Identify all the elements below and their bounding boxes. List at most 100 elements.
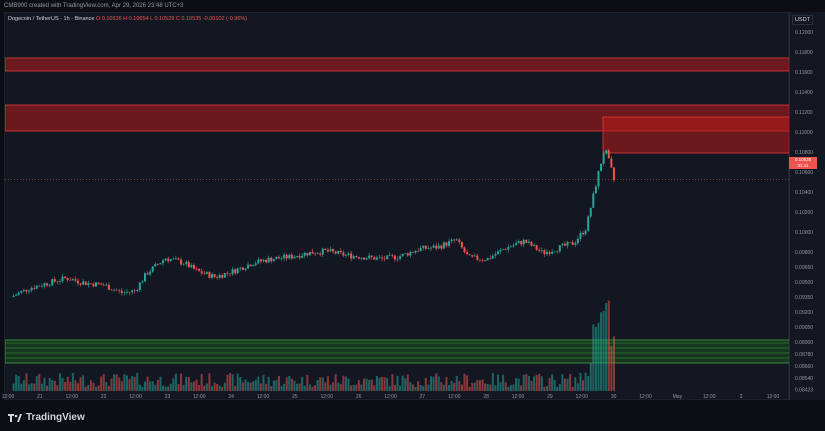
candle-body [198,269,201,272]
candle-body [48,285,51,286]
volume-bar [525,374,528,391]
candle-body [17,292,20,295]
candle-body [97,282,100,284]
volume-bar [162,385,165,391]
tradingview-logo[interactable]: TradingView [8,412,85,423]
candle-body [582,233,585,235]
volume-bar [200,374,203,391]
candle-body [46,283,49,286]
candle-body [275,257,278,260]
price-axis[interactable]: 0.12000 0.11800 0.11600 0.11400 0.11200 0.110… [789,12,825,400]
volume-bar [391,374,394,391]
volume-bar [388,386,391,391]
candle-body [125,291,128,293]
candle-body [538,249,541,251]
volume-bar [290,378,293,391]
volume-bar [177,384,180,391]
volume-bar [427,384,430,391]
candle-body [481,259,484,261]
price-tick-label: 0.08780 [795,352,813,358]
candle-body [574,243,577,245]
candle-body [344,254,347,256]
candle-body [35,285,38,289]
volume-bar [203,385,206,391]
volume-bar [270,386,273,391]
candle-body [203,273,206,274]
candle-body [138,282,141,290]
volume-bar [56,385,59,391]
candle-body [321,248,324,255]
volume-bar [576,383,579,391]
volume-bar [486,384,489,391]
volume-bar [484,383,487,391]
volume-bar [141,386,144,391]
candle-body [463,247,466,253]
candle-body [350,253,353,259]
candle-body [283,254,286,259]
volume-bar [517,378,520,391]
candle-body [332,249,335,252]
current-price-countdown: 01:11 [797,163,809,168]
volume-bar [262,374,265,391]
legend: Dogecoin / TetherUS · 1h · Binance O 0.1… [8,16,247,22]
volume-bar [100,376,103,391]
volume-bar [383,377,386,391]
candle-body [527,241,530,243]
volume-bar [535,374,538,391]
volume-bar [229,373,232,391]
volume-bar [574,377,577,391]
legend-close: C 0.10535 [175,16,202,22]
candle-body [352,256,355,259]
volume-bar [15,374,18,391]
chart-area[interactable] [4,12,790,401]
volume-bar [71,373,74,391]
volume-bar [221,386,224,391]
volume-bar [458,381,461,391]
candle-body [74,279,77,281]
candle-body [489,257,492,259]
volume-bar [210,386,213,391]
time-tick-label: 12:00 [65,394,78,400]
volume-bar [350,385,353,391]
candle-body [298,256,301,258]
candle-body [517,241,520,244]
volume-bar [172,378,175,391]
candle-body [301,255,304,258]
currency-label[interactable]: USDT [792,15,813,25]
time-tick-label: 12:00 [575,394,588,400]
time-axis[interactable]: 12:00 21 12:00 22 12:00 23 12:00 24 12:00 25 12:00… [0,388,789,404]
candle-body [437,245,440,249]
candle-body [66,278,69,280]
candle-body [386,255,389,260]
volume-bar [334,374,337,391]
volume-bar [58,373,61,391]
volume-bar [272,380,275,391]
price-chart[interactable] [5,13,790,401]
volume-bar [12,383,15,391]
candle-body [551,251,554,254]
volume-bar [445,377,448,391]
candle-body [561,243,564,246]
candle-body [533,245,536,246]
volume-bar [440,382,443,391]
candle-body [280,258,283,259]
candle-body [285,254,288,259]
candle-body [241,267,244,270]
volume-bar [378,377,381,391]
volume-bar [51,380,54,391]
candle-body [308,251,311,256]
candle-body [450,239,453,242]
time-tick-label: 25 [292,394,298,400]
candle-body [277,257,280,259]
volume-bar [234,386,237,391]
candle-body [100,283,103,285]
time-tick-label: 12:00 [320,394,333,400]
volume-bar [17,376,20,391]
volume-bar [587,376,590,391]
volume-bar [540,376,543,391]
candle-body [453,239,456,241]
candle-body [535,245,538,250]
volume-bar [53,380,56,391]
candle-body [64,276,67,279]
volume-bar [303,385,306,391]
